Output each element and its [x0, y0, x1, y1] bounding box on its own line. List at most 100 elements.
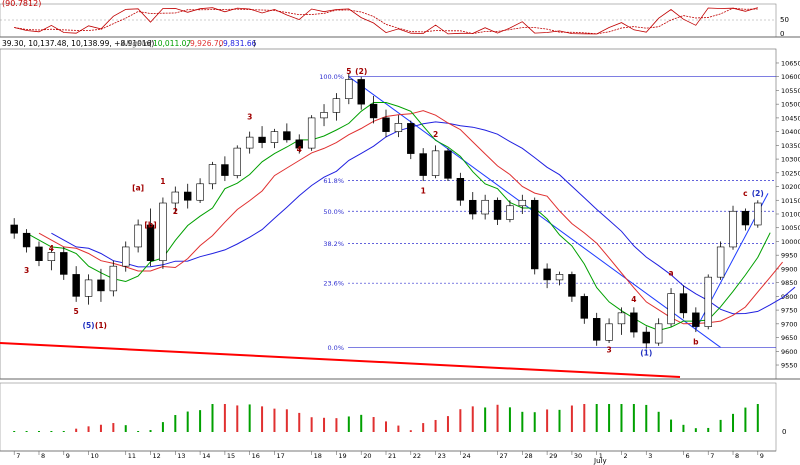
candlestick — [419, 148, 427, 182]
candlestick — [568, 271, 576, 302]
histogram-bar — [223, 404, 226, 432]
histogram-bar — [285, 409, 288, 432]
histogram-bar — [546, 409, 549, 432]
date-tick-label: 7 — [16, 452, 20, 460]
candlestick — [109, 260, 118, 297]
wave-label: 1 — [421, 186, 426, 195]
price-tick-label: 10450 — [781, 114, 800, 122]
candle-body — [654, 323, 663, 344]
histogram-bar — [298, 412, 301, 432]
candlestick — [456, 172, 465, 206]
candlestick — [667, 288, 675, 327]
candlestick — [531, 197, 539, 275]
candle-body — [642, 331, 650, 344]
histogram-bar — [459, 409, 462, 432]
candle-body — [382, 117, 390, 132]
histogram-bar — [199, 410, 202, 432]
candle-body — [667, 293, 675, 325]
wave-label: 1 — [160, 177, 165, 186]
candle-body — [122, 246, 130, 267]
wave-label: (5) — [83, 321, 95, 330]
histogram-bar — [236, 405, 239, 432]
price-tick-label: 10550 — [781, 87, 800, 95]
date-tick-label: 8 — [735, 452, 739, 460]
candlestick — [22, 229, 31, 253]
wave-label: 4 — [49, 244, 54, 253]
wave-label: b — [693, 337, 699, 346]
histogram-bar — [434, 419, 437, 432]
fib-level-label: 50.0% — [323, 208, 344, 216]
candle-body — [580, 296, 589, 319]
date-tick-label: 28 — [524, 452, 532, 460]
candlestick — [208, 161, 217, 190]
histogram-bar — [75, 428, 78, 432]
histogram-bar — [25, 431, 28, 432]
histogram-bar — [521, 411, 524, 432]
fib-level-label: 61.8% — [323, 177, 344, 185]
date-axis: 7 8 9 10 11 12 13 14 15 16 17 18 19 20 21 22 23 24 27 28 29 3… — [0, 450, 776, 465]
candle-body — [332, 98, 341, 113]
histogram-bar — [248, 404, 251, 432]
wave-label: (1) — [640, 348, 652, 357]
wave-label: (1) — [95, 321, 107, 330]
wave-label: 3 — [606, 346, 611, 355]
date-tick-label: 9 — [66, 452, 70, 460]
histogram-bar — [385, 421, 387, 432]
candlestick — [196, 178, 204, 204]
oscillator-level-0: 0 — [780, 30, 784, 38]
oscillator-header: (90.7812) — [2, 0, 41, 8]
candlestick — [692, 307, 700, 333]
date-tick-label: 2 — [623, 452, 627, 460]
price-tick-label: 10100 — [781, 211, 800, 219]
histogram-bar — [37, 431, 40, 432]
histogram-bar — [533, 412, 536, 432]
candle-body — [295, 139, 303, 149]
ma-paren-open: ( — [149, 39, 152, 48]
candlestick — [555, 271, 564, 286]
ma-comma-2: , — [219, 39, 221, 48]
month-label: July — [593, 457, 607, 465]
candle-body — [592, 318, 601, 341]
candle-body — [481, 199, 489, 215]
candlestick — [580, 293, 589, 324]
histogram-bar — [583, 404, 586, 432]
histogram-bar — [732, 413, 735, 432]
candlestick — [654, 318, 663, 346]
date-tick-label: 1 — [599, 452, 603, 460]
candlestick — [704, 274, 712, 330]
candle-body — [493, 199, 502, 220]
candlestick — [741, 208, 750, 231]
wave-label: (2) — [355, 67, 367, 76]
date-tick-label: 14 — [202, 452, 210, 460]
candle-body — [456, 178, 465, 201]
price-tick-label: 9650 — [781, 334, 798, 342]
candlestick — [307, 115, 316, 151]
date-tick-label: 18 — [314, 452, 322, 460]
candlestick — [729, 205, 737, 250]
candle-body — [431, 150, 440, 176]
histogram-bar — [360, 414, 363, 432]
price-panel: 9550 9600 9650 9700 9750 9800 9850 9900 9950 1000… — [0, 48, 800, 380]
fib-level-label: 23.6% — [323, 280, 344, 288]
histogram-level-0: 0 — [782, 428, 786, 436]
price-tick-label: 10500 — [781, 101, 800, 109]
candlestick — [543, 263, 551, 289]
histogram-bar — [261, 406, 264, 432]
price-tick-label: 9850 — [781, 279, 798, 287]
histogram-bar — [174, 415, 177, 432]
date-tick-label: 30 — [574, 452, 582, 460]
ma-value-green: 10,011.07 — [153, 39, 191, 48]
candle-body — [704, 276, 712, 327]
candlestick — [146, 208, 155, 267]
histogram-bar — [273, 408, 276, 432]
candlestick — [407, 120, 415, 160]
histogram-bar — [657, 411, 660, 432]
candlestick — [72, 266, 80, 302]
candlestick — [431, 145, 440, 179]
histogram-bar — [87, 426, 90, 432]
candlestick — [605, 318, 613, 344]
date-tick-label: 11 — [128, 452, 136, 460]
histogram-bar — [186, 411, 189, 432]
histogram-bar — [397, 425, 400, 432]
candlestick — [35, 241, 43, 267]
